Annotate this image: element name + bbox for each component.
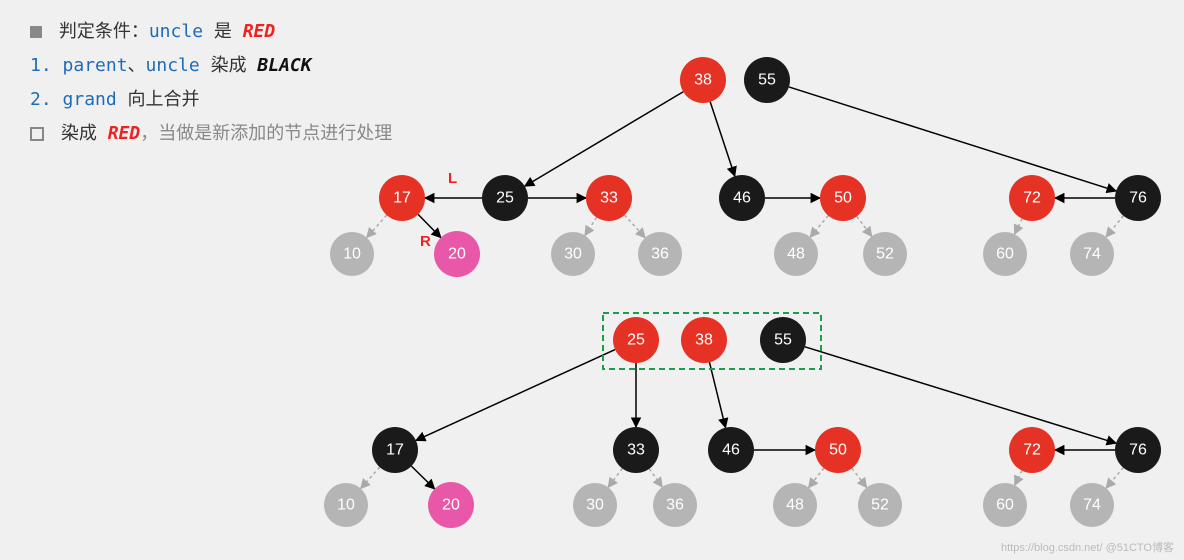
tree-node-38: 38: [680, 57, 726, 103]
tree-node-76: 76: [1115, 427, 1161, 473]
tree-node-60: 60: [983, 232, 1027, 276]
svg-text:17: 17: [393, 190, 411, 207]
svg-text:30: 30: [564, 246, 582, 263]
svg-text:52: 52: [876, 246, 894, 263]
tree-node-76: 76: [1115, 175, 1161, 221]
svg-text:25: 25: [496, 190, 514, 207]
tree-node-10: 10: [324, 483, 368, 527]
svg-text:30: 30: [586, 497, 604, 514]
svg-text:55: 55: [774, 332, 792, 349]
svg-text:48: 48: [787, 246, 805, 263]
svg-text:10: 10: [337, 497, 355, 514]
svg-text:20: 20: [448, 246, 466, 263]
edge-label: L: [448, 170, 457, 187]
svg-text:50: 50: [834, 190, 852, 207]
svg-text:36: 36: [666, 497, 684, 514]
svg-text:74: 74: [1083, 497, 1101, 514]
svg-text:25: 25: [627, 332, 645, 349]
tree-node-33: 33: [613, 427, 659, 473]
svg-text:17: 17: [386, 442, 404, 459]
tree-node-48: 48: [774, 232, 818, 276]
tree-node-30: 30: [551, 232, 595, 276]
edge-label: R: [420, 233, 431, 250]
tree-node-72: 72: [1009, 427, 1055, 473]
tree-node-46: 46: [719, 175, 765, 221]
svg-text:33: 33: [600, 190, 618, 207]
tree-node-10: 10: [330, 232, 374, 276]
tree-node-17: 17: [372, 427, 418, 473]
svg-text:36: 36: [651, 246, 669, 263]
tree-node-25: 25: [482, 175, 528, 221]
tree-node-30: 30: [573, 483, 617, 527]
svg-text:74: 74: [1083, 246, 1101, 263]
tree-node-60: 60: [983, 483, 1027, 527]
svg-text:10: 10: [343, 246, 361, 263]
tree-node-50: 50: [820, 175, 866, 221]
tree-node-48: 48: [773, 483, 817, 527]
tree-diagram: 38 55 17 25 33 46 50 72 76 10 20 30 36 48 52 60 74 L R 25 38…: [0, 0, 1184, 560]
svg-text:60: 60: [996, 497, 1014, 514]
tree-node-20: 20: [434, 231, 480, 277]
tree-node-17: 17: [379, 175, 425, 221]
svg-text:52: 52: [871, 497, 889, 514]
tree-node-36: 36: [653, 483, 697, 527]
watermark: https://blog.csdn.net/ @51CTO博客: [1001, 539, 1174, 555]
svg-text:76: 76: [1129, 442, 1147, 459]
svg-text:72: 72: [1023, 442, 1041, 459]
svg-text:20: 20: [442, 497, 460, 514]
tree-node-33: 33: [586, 175, 632, 221]
tree-node-74: 74: [1070, 483, 1114, 527]
svg-text:72: 72: [1023, 190, 1041, 207]
svg-text:50: 50: [829, 442, 847, 459]
tree-node-46: 46: [708, 427, 754, 473]
tree-node-52: 52: [858, 483, 902, 527]
tree-node-25: 25: [613, 317, 659, 363]
svg-text:46: 46: [733, 190, 751, 207]
tree-node-38: 38: [681, 317, 727, 363]
svg-text:38: 38: [695, 332, 713, 349]
tree-node-55: 55: [744, 57, 790, 103]
svg-text:76: 76: [1129, 190, 1147, 207]
svg-text:60: 60: [996, 246, 1014, 263]
svg-text:55: 55: [758, 72, 776, 89]
svg-text:33: 33: [627, 442, 645, 459]
tree-node-36: 36: [638, 232, 682, 276]
tree-node-72: 72: [1009, 175, 1055, 221]
svg-text:38: 38: [694, 72, 712, 89]
tree-node-50: 50: [815, 427, 861, 473]
svg-text:48: 48: [786, 497, 804, 514]
tree-node-20: 20: [428, 482, 474, 528]
svg-text:46: 46: [722, 442, 740, 459]
tree-node-74: 74: [1070, 232, 1114, 276]
tree-node-52: 52: [863, 232, 907, 276]
tree-node-55: 55: [760, 317, 806, 363]
